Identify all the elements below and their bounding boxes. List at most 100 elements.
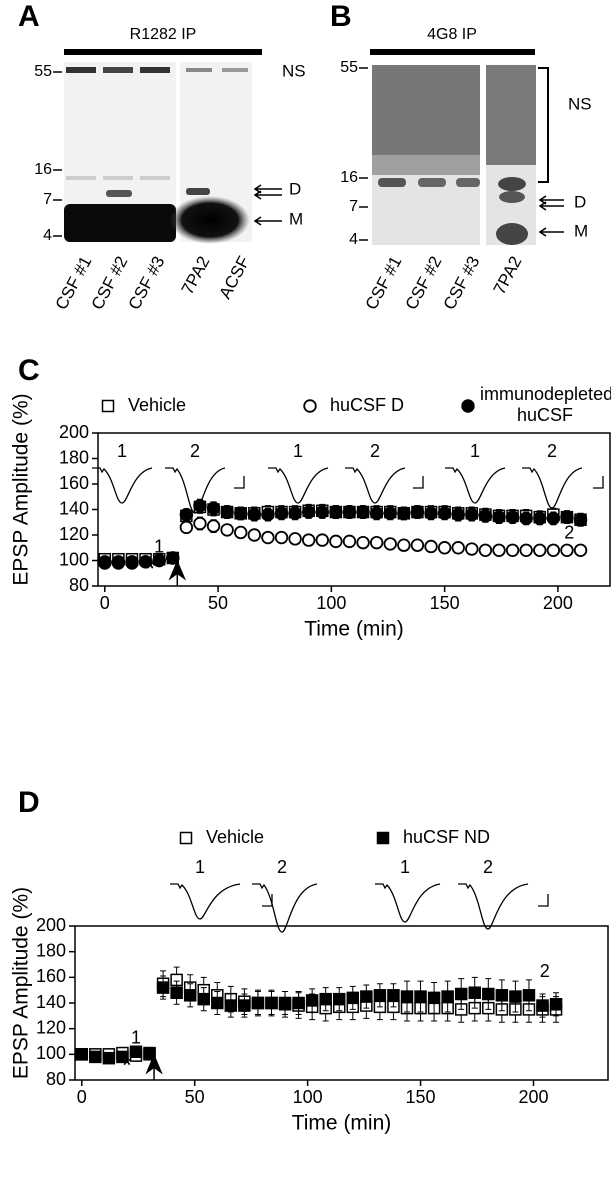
data-point <box>332 992 346 1006</box>
data-point <box>360 990 373 1003</box>
data-point <box>424 539 438 554</box>
epsp-trace <box>268 467 329 504</box>
legend-marker <box>179 831 193 845</box>
y-tick-label: 120 <box>59 524 89 544</box>
data-point <box>342 534 357 549</box>
data-point <box>410 538 425 552</box>
data-point <box>533 511 547 526</box>
data-point <box>549 998 563 1011</box>
data-point <box>397 506 411 521</box>
antibody-label: 4G8 IP <box>427 26 477 43</box>
scale-bar <box>262 894 273 907</box>
data-point <box>369 506 384 521</box>
y-tick-label: 180 <box>59 447 89 467</box>
data-point <box>451 541 465 555</box>
data-point <box>98 556 112 570</box>
data-point <box>224 999 238 1012</box>
lane-label: CSF #1 <box>362 253 406 313</box>
mw-marker: 4 <box>43 227 52 244</box>
data-point <box>220 505 234 519</box>
data-point <box>183 989 197 1002</box>
trace-label: 1 <box>117 441 127 461</box>
scale-bar <box>538 894 549 907</box>
data-point <box>505 510 520 524</box>
data-point <box>509 990 522 1003</box>
data-point <box>410 505 425 519</box>
legend-marker <box>376 831 390 845</box>
data-point <box>495 989 509 1002</box>
data-point <box>373 989 387 1002</box>
y-tick-label: 200 <box>59 422 89 442</box>
data-point <box>522 989 536 1002</box>
data-point <box>143 1046 156 1060</box>
y-tick-label: 100 <box>36 1043 66 1063</box>
data-point <box>478 509 493 523</box>
epsp-trace <box>445 467 506 504</box>
data-point <box>505 543 520 558</box>
band-label: NS <box>282 61 306 80</box>
data-point <box>356 535 370 550</box>
x-tick-label: 0 <box>77 1087 87 1107</box>
mw-marker: 16 <box>34 161 52 178</box>
x-tick-label: 100 <box>293 1087 323 1107</box>
trace-label: 2 <box>190 441 200 461</box>
band-label: NS <box>568 94 592 113</box>
data-point <box>546 543 561 558</box>
stimulus-arrow <box>168 559 187 586</box>
trace-label: 2 <box>277 857 287 877</box>
data-point <box>346 991 360 1005</box>
data-point <box>369 535 384 550</box>
x-tick-label: 150 <box>406 1087 436 1107</box>
x-axis-label: Time (min) <box>292 1112 392 1135</box>
epsp-trace <box>458 883 529 930</box>
data-point <box>301 533 316 547</box>
data-point <box>383 537 397 551</box>
annotation: 1 <box>154 537 164 557</box>
epsp-trace <box>345 467 406 504</box>
data-point <box>116 1050 129 1064</box>
epsp-trace <box>92 467 153 504</box>
mw-marker: 16 <box>340 169 358 186</box>
epsp-trace <box>375 883 441 923</box>
data-point <box>519 511 533 526</box>
data-point <box>427 991 441 1005</box>
data-point <box>492 543 506 558</box>
panel-letter: B <box>330 0 352 33</box>
data-point <box>179 520 194 535</box>
data-point <box>560 510 574 524</box>
gel-bands <box>372 65 536 245</box>
data-point <box>437 541 452 555</box>
panel-letter: A <box>18 0 40 33</box>
data-point <box>536 999 549 1012</box>
lane-label: CSF #3 <box>440 253 484 313</box>
mw-marker: 7 <box>349 198 358 215</box>
data-point <box>211 996 224 1010</box>
data-point <box>261 530 275 545</box>
legend-label: Vehicle <box>128 395 186 415</box>
legend-label: Vehicle <box>206 827 264 847</box>
y-tick-label: 160 <box>36 966 66 986</box>
data-point <box>397 538 411 552</box>
y-tick-label: 100 <box>59 549 89 569</box>
y-tick-label: 80 <box>69 575 89 595</box>
data-point <box>387 989 400 1002</box>
data-point <box>519 543 533 558</box>
data-point <box>278 996 292 1010</box>
data-point <box>478 543 493 558</box>
data-point <box>573 543 588 558</box>
mw-marker: 55 <box>340 59 358 76</box>
legend-label: huCSF ND <box>403 827 490 847</box>
data-point <box>102 1051 116 1065</box>
data-point <box>274 506 289 521</box>
y-tick-label: 120 <box>36 1017 66 1037</box>
gel-bands <box>64 67 250 244</box>
data-point <box>152 553 166 568</box>
panel-letter: D <box>18 786 40 819</box>
mw-marker: 4 <box>349 231 358 248</box>
data-point <box>75 1048 89 1061</box>
data-point <box>441 990 454 1003</box>
scale-bar <box>413 476 424 489</box>
y-tick-label: 200 <box>36 915 66 935</box>
trace-label: 1 <box>400 857 410 877</box>
